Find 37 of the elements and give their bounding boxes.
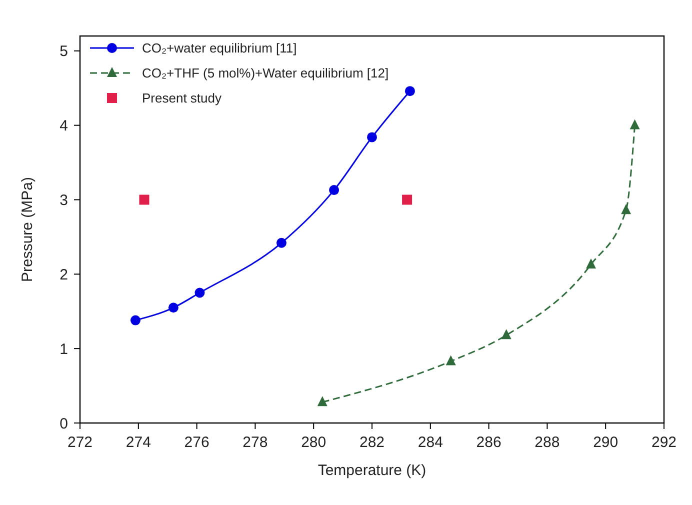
x-tick-label: 272 (67, 434, 93, 451)
x-tick-label: 278 (242, 434, 268, 451)
point (130, 315, 140, 326)
x-tick-label: 280 (301, 434, 326, 451)
y-tick-label: 4 (60, 118, 68, 135)
point (317, 396, 328, 406)
point (329, 185, 340, 196)
y-tick-label: 2 (60, 266, 68, 284)
y-tick-label: 5 (60, 43, 68, 60)
point (501, 329, 512, 340)
point (276, 238, 286, 248)
point (168, 302, 178, 313)
point (402, 194, 412, 205)
x-tick-label: 282 (359, 434, 385, 451)
legend-label: CO₂+THF (5 mol%)+Water equilibrium [12] (142, 66, 389, 81)
legend-label: Present study (142, 90, 222, 106)
point (367, 132, 377, 142)
x-tick-label: 286 (476, 434, 502, 451)
y-axis-title: Pressure (MPa) (19, 176, 36, 282)
point (139, 194, 150, 205)
y-tick-label: 1 (60, 340, 68, 358)
point (621, 204, 632, 214)
x-tick-label: 284 (418, 434, 443, 451)
y-tick-label: 3 (60, 192, 68, 209)
y-tick-label: 0 (60, 415, 68, 432)
legend-label: CO₂+water equilibrium [11] (142, 40, 297, 56)
x-tick-label: 274 (126, 434, 151, 451)
x-axis-title: Temperature (K) (318, 462, 426, 479)
point (630, 119, 640, 130)
point (446, 355, 456, 366)
x-tick-label: 288 (534, 434, 560, 451)
x-tick-label: 290 (593, 434, 618, 451)
x-tick-label: 292 (651, 434, 677, 451)
x-tick-label: 276 (184, 434, 210, 451)
point (404, 86, 415, 96)
point (194, 288, 205, 298)
point (586, 258, 596, 268)
